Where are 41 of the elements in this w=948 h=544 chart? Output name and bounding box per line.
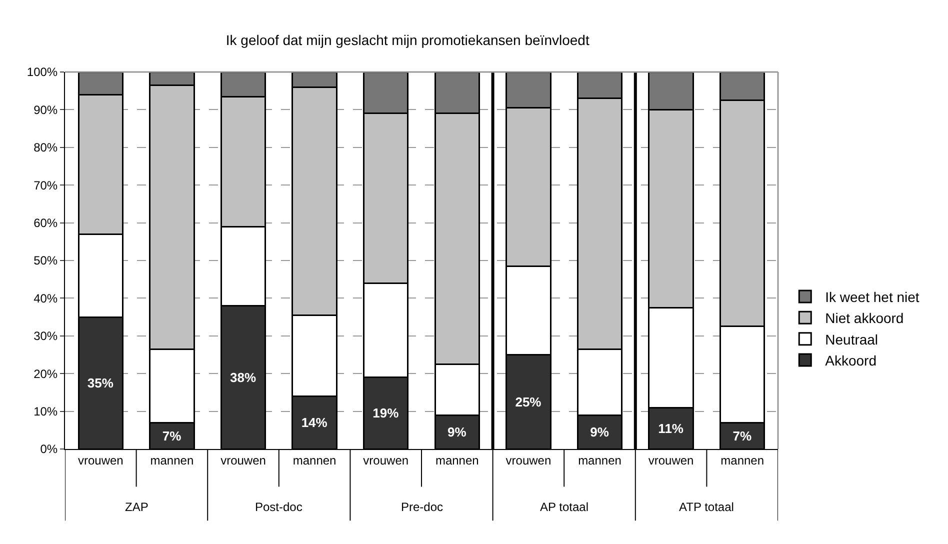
legend-label: Niet akkoord: [825, 310, 904, 326]
text: AP totaal: [540, 500, 588, 514]
legend-label: Neutraal: [825, 331, 878, 348]
text: Post-doc: [255, 500, 302, 514]
text: ATP totaal: [679, 500, 734, 514]
data-label: 9%: [448, 424, 467, 440]
legend-label: Akkoord: [825, 352, 876, 369]
y-tick-label: 0%: [40, 442, 58, 456]
x-tick-label: vrouwen: [506, 453, 552, 468]
y-tick-label: 70%: [34, 178, 58, 192]
x-tick-label: mannen: [578, 453, 622, 468]
data-label: 19%: [372, 406, 400, 421]
chart-title: Ik geloof dat mijn geslacht mijn promotiekansen beïnvloedt: [226, 32, 590, 48]
data-label: 7%: [732, 428, 752, 444]
text: ZAP: [125, 500, 148, 514]
y-tick-label: 60%: [34, 216, 58, 230]
data-label: 38%: [230, 370, 256, 385]
y-tick-label: 90%: [34, 102, 58, 117]
x-tick-label: mannen: [720, 453, 764, 468]
data-label: 7%: [162, 428, 182, 444]
y-tick-label: 50%: [34, 254, 58, 268]
data-label: 11%: [658, 420, 684, 436]
data-label: 9%: [590, 424, 610, 440]
text: Pre-doc: [401, 500, 444, 514]
data-label: 14%: [301, 415, 328, 430]
x-tick-label: vrouwen: [363, 453, 409, 468]
x-tick-label: vrouwen: [648, 453, 694, 468]
legend-label: Ik weet het niet: [825, 288, 920, 305]
x-tick-label: mannen: [150, 453, 194, 468]
x-tick-label: mannen: [292, 453, 336, 468]
y-tick-label: 40%: [34, 291, 58, 306]
y-tick-label: 80%: [34, 140, 58, 155]
y-tick-label: 30%: [34, 329, 58, 344]
y-tick-label: 10%: [34, 404, 58, 418]
y-tick-label: 100%: [26, 65, 58, 80]
x-tick-label: vrouwen: [78, 453, 124, 468]
x-tick-label: vrouwen: [220, 453, 266, 468]
x-tick-label: mannen: [435, 453, 479, 468]
data-label: 25%: [515, 394, 542, 410]
y-tick-label: 20%: [34, 366, 58, 381]
data-label: 35%: [87, 376, 114, 391]
